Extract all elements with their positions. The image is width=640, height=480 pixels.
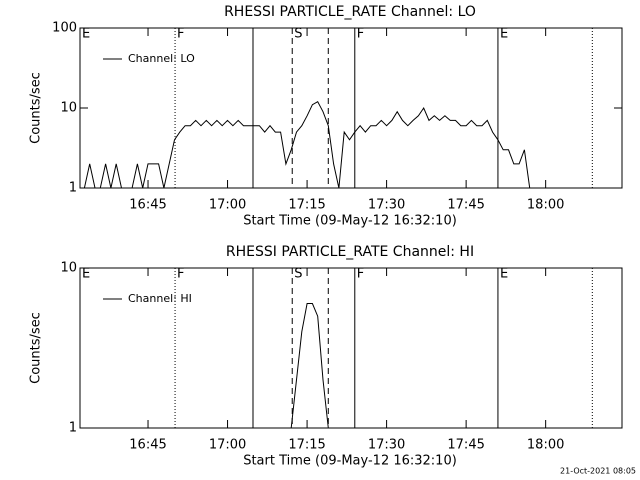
event-label: F xyxy=(177,27,184,42)
legend-label: Channel: HI xyxy=(128,292,192,305)
y-axis-label: Counts/sec xyxy=(29,72,44,144)
x-tick-label: 17:15 xyxy=(288,198,325,213)
event-label: E xyxy=(82,27,90,42)
y-tick-label: 1 xyxy=(69,181,77,196)
x-tick-label: 17:45 xyxy=(447,198,484,213)
event-label: E xyxy=(500,27,508,42)
x-tick-label: 18:00 xyxy=(527,198,564,213)
chart-title: RHESSI PARTICLE_RATE Channel: HI xyxy=(226,244,474,260)
y-axis-label: Counts/sec xyxy=(29,312,44,384)
event-label: F xyxy=(357,267,364,282)
series-line xyxy=(290,303,329,429)
event-label: S xyxy=(294,267,302,282)
event-label: S xyxy=(294,27,302,42)
y-tick-label: 10 xyxy=(60,261,77,276)
x-tick-label: 17:30 xyxy=(368,198,405,213)
x-tick-label: 16:45 xyxy=(129,438,166,453)
y-tick-label: 1 xyxy=(69,421,77,436)
series-line xyxy=(83,101,536,189)
chart-title: RHESSI PARTICLE_RATE Channel: LO xyxy=(224,4,476,20)
x-axis-label: Start Time (09-May-12 16:32:10) xyxy=(243,214,457,229)
x-tick-label: 17:30 xyxy=(368,438,405,453)
legend-label: Channel: LO xyxy=(128,52,195,65)
plot-frame xyxy=(79,267,623,429)
x-tick-label: 17:00 xyxy=(209,198,246,213)
x-tick-label: 17:15 xyxy=(288,438,325,453)
event-label: E xyxy=(500,267,508,282)
event-label: F xyxy=(357,27,364,42)
x-tick-label: 17:45 xyxy=(447,438,484,453)
x-tick-label: 17:00 xyxy=(209,438,246,453)
event-label: F xyxy=(177,267,184,282)
x-tick-label: 18:00 xyxy=(527,438,564,453)
x-tick-label: 16:45 xyxy=(129,198,166,213)
x-axis-label: Start Time (09-May-12 16:32:10) xyxy=(243,454,457,469)
event-label: E xyxy=(82,267,90,282)
y-tick-label: 10 xyxy=(60,101,77,116)
y-tick-label: 100 xyxy=(52,21,77,36)
timestamp: 21-Oct-2021 08:05 xyxy=(560,467,636,476)
